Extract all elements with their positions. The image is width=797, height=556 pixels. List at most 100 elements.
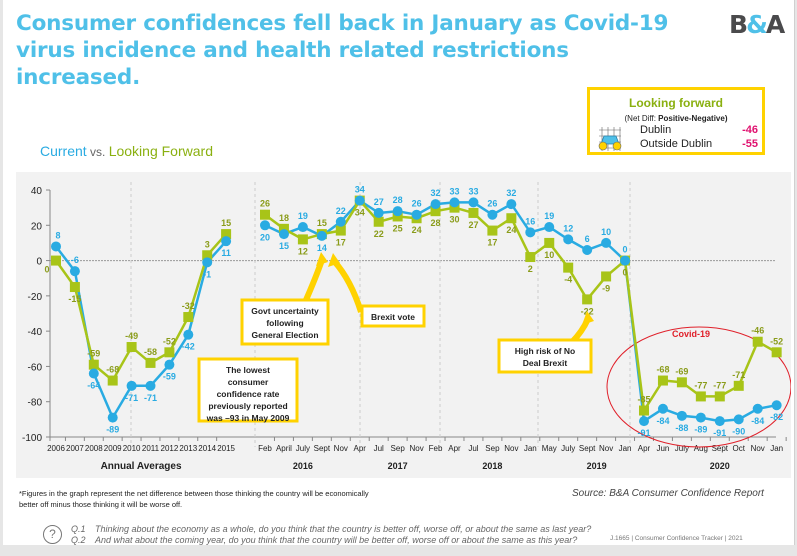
forward-data-label: 27 — [468, 220, 478, 230]
current-marker — [202, 257, 213, 268]
x-tick-label: Oct — [733, 444, 746, 453]
forward-data-label: 17 — [487, 238, 497, 248]
forward-marker — [676, 377, 687, 388]
forward-data-label: 15 — [317, 218, 327, 228]
forward-marker — [260, 209, 270, 220]
forward-data-label: -68 — [656, 365, 669, 375]
x-tick-label: May — [542, 444, 557, 453]
current-data-label: 19 — [298, 211, 308, 221]
title-line-2: virus incidence and health related restr… — [16, 38, 569, 90]
current-data-label: 10 — [601, 227, 611, 237]
forward-data-label: 24 — [506, 225, 516, 235]
ba-logo: B&A — [729, 10, 785, 39]
arrow-no-deal-head — [582, 311, 594, 325]
group-label: 2017 — [388, 461, 408, 471]
annotation-lowest-text: previously reported — [208, 401, 287, 411]
group-label: 2018 — [482, 461, 502, 471]
current-data-label: 19 — [544, 211, 554, 221]
y-tick-label: 40 — [31, 186, 43, 197]
logo-a: A — [765, 10, 785, 39]
current-data-label: 12 — [563, 223, 573, 233]
current-marker — [657, 403, 668, 414]
x-tick-label: 2015 — [217, 444, 235, 453]
row-value: -55 — [742, 138, 758, 150]
current-data-label: 6 — [585, 234, 590, 244]
current-data-label: 26 — [487, 199, 497, 209]
forward-data-label: 2 — [528, 264, 533, 274]
current-marker — [126, 380, 137, 391]
forward-marker — [563, 262, 574, 273]
x-tick-label: Nov — [409, 444, 423, 453]
current-marker — [164, 359, 175, 370]
x-tick-label: Sept — [314, 444, 331, 453]
forward-data-label: -58 — [144, 347, 157, 357]
current-data-label: 14 — [317, 243, 327, 253]
logo-b: B — [729, 10, 748, 39]
current-data-label: 33 — [449, 186, 459, 196]
question-number: Q.2 — [71, 535, 86, 545]
forward-data-label: 30 — [449, 215, 459, 225]
arrow-election-head — [316, 252, 328, 266]
current-data-label: 26 — [412, 199, 422, 209]
current-data-label: -71 — [125, 393, 138, 403]
forward-marker — [430, 206, 441, 217]
current-data-label: -59 — [163, 372, 176, 382]
current-marker — [582, 244, 593, 255]
question-1: Q.1 Thinking about the economy as a whole… — [71, 524, 591, 534]
subtitle-forward: Looking Forward — [108, 143, 213, 159]
x-tick-label: Apr — [448, 444, 461, 453]
current-data-label: -6 — [71, 255, 79, 265]
x-tick-label: Aug — [694, 444, 708, 453]
x-tick-label: July — [296, 444, 310, 453]
forward-marker — [525, 252, 536, 263]
y-tick-label: -20 — [28, 292, 43, 303]
current-marker — [411, 209, 422, 220]
forward-marker — [392, 211, 403, 222]
current-marker — [335, 216, 346, 227]
current-marker — [771, 400, 782, 411]
current-data-label: -42 — [182, 342, 195, 352]
annotation-lowest-text: confidence rate — [217, 389, 280, 399]
forward-data-label: 15 — [221, 218, 231, 228]
footnote: *Figures in the graph represent the net … — [19, 488, 419, 510]
current-marker — [373, 207, 384, 218]
forward-marker — [278, 223, 289, 234]
row-label: Dublin — [640, 124, 672, 136]
looking-forward-subtitle: (Net Diff: Positive-Negative) — [590, 114, 762, 123]
y-tick-label: -40 — [28, 327, 43, 338]
forward-data-label: -46 — [751, 326, 764, 336]
title-line-1: Consumer confidences fell back in Januar… — [16, 11, 669, 36]
annotation-election-text: General Election — [251, 330, 318, 340]
x-tick-label: Nov — [751, 444, 765, 453]
question-text: And what about the coming year, do you t… — [95, 535, 578, 545]
looking-forward-row-outside-dublin: Outside Dublin -55 — [640, 138, 758, 150]
forward-marker — [657, 375, 668, 386]
x-tick-label: 2006 — [47, 444, 65, 453]
current-marker — [714, 416, 725, 427]
annotation-election-text: following — [266, 318, 303, 328]
forward-marker — [88, 359, 99, 370]
row-label: Outside Dublin — [640, 138, 713, 150]
current-marker — [506, 199, 517, 210]
forward-marker — [107, 375, 118, 386]
current-data-label: -90 — [732, 426, 745, 436]
footnote-line-2: better off minus those thinking it will … — [19, 500, 183, 509]
current-marker — [639, 416, 649, 427]
x-tick-label: Sept — [579, 444, 596, 453]
subtitle-bold: Positive-Negative) — [658, 114, 728, 123]
y-tick-label: -60 — [28, 362, 43, 373]
looking-forward-line — [264, 198, 778, 415]
group-label: 2016 — [293, 461, 313, 471]
question-number: Q.1 — [71, 524, 86, 534]
current-data-label: 15 — [279, 241, 289, 251]
forward-marker — [601, 271, 612, 282]
x-tick-label: 2011 — [142, 444, 160, 453]
forward-data-label: -68 — [106, 365, 119, 375]
x-tick-label: 2008 — [85, 444, 103, 453]
annotation-lowest-text: was –93 in May 2009 — [206, 413, 290, 423]
x-tick-label: 2013 — [179, 444, 197, 453]
forward-data-label: 10 — [544, 250, 554, 260]
x-tick-label: July — [561, 444, 575, 453]
forward-marker — [373, 216, 384, 227]
current-marker — [69, 266, 80, 277]
